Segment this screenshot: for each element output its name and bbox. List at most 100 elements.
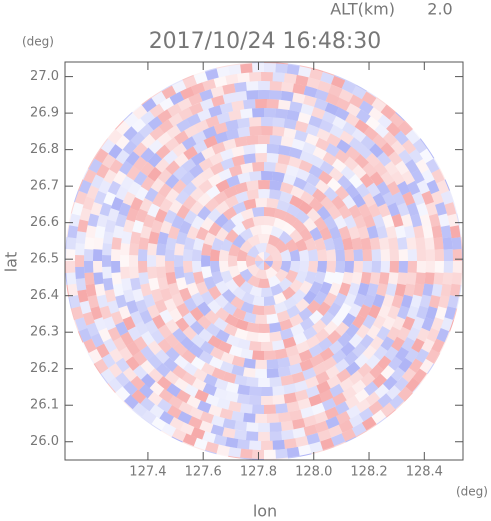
- echo-cell: [421, 169, 435, 184]
- echo-cell: [373, 161, 388, 177]
- echo-cell: [176, 302, 190, 318]
- echo-cell: [309, 441, 323, 454]
- echo-cell: [237, 117, 250, 129]
- echo-cell: [199, 411, 214, 424]
- echo-cell: [171, 436, 183, 443]
- echo-cell: [98, 327, 112, 343]
- echo-cell: [283, 296, 298, 310]
- echo-cell: [166, 124, 182, 139]
- echo-cell: [362, 293, 376, 308]
- echo-cell: [260, 395, 274, 405]
- echo-cell: [120, 266, 131, 280]
- echo-cell: [215, 227, 229, 242]
- echo-cell: [351, 128, 367, 143]
- echo-cell: [157, 398, 172, 413]
- echo-cell: [79, 300, 92, 315]
- echo-cell: [289, 229, 303, 243]
- echo-cell: [140, 283, 152, 297]
- echo-cell: [283, 438, 297, 449]
- echo-cell: [300, 406, 315, 419]
- echo-cell: [275, 62, 288, 65]
- echo-cell: [444, 202, 457, 216]
- echo-cell: [415, 158, 430, 174]
- echo-cell: [144, 187, 159, 203]
- echo-cell: [232, 201, 247, 215]
- echo-cell: [338, 89, 354, 103]
- echo-cell: [366, 225, 379, 239]
- echo-cell: [201, 362, 216, 376]
- echo-cell: [303, 424, 318, 437]
- echo-cell: [103, 191, 117, 206]
- echo-cell: [331, 195, 346, 210]
- echo-cell: [338, 204, 352, 220]
- echo-cell: [188, 416, 203, 429]
- echo-cell: [257, 332, 271, 342]
- echo-cell: [397, 120, 413, 136]
- echo-cell: [353, 249, 363, 261]
- echo-cell: [270, 261, 282, 273]
- echo-cell: [226, 334, 241, 347]
- echo-cell: [404, 283, 416, 297]
- echo-cell: [211, 141, 226, 155]
- echo-cell: [123, 219, 135, 233]
- echo-cell: [460, 272, 463, 285]
- echo-cell: [192, 130, 207, 145]
- echo-cell: [292, 92, 306, 104]
- echo-cell: [248, 395, 262, 405]
- echo-cell: [232, 286, 246, 300]
- echo-cell: [228, 446, 242, 458]
- echo-cell: [384, 346, 399, 361]
- echo-cell: [386, 326, 401, 341]
- echo-cell: [87, 158, 95, 169]
- echo-cell: [177, 97, 193, 112]
- echo-cell: [368, 107, 384, 122]
- echo-cell: [113, 337, 127, 352]
- echo-cell: [158, 183, 173, 198]
- echo-cell: [341, 80, 357, 94]
- echo-cell: [412, 368, 427, 384]
- echo-cell: [172, 179, 187, 194]
- echo-cell: [317, 249, 327, 261]
- echo-cell: [213, 434, 228, 446]
- echo-cell: [280, 374, 294, 386]
- echo-cell: [283, 127, 297, 139]
- echo-cell: [340, 165, 356, 181]
- echo-cell: [380, 365, 395, 380]
- echo-cell: [216, 66, 230, 78]
- echo-cell: [308, 197, 324, 213]
- echo-cell: [401, 139, 417, 155]
- echo-cell: [133, 365, 148, 380]
- echo-cell: [309, 353, 325, 367]
- echo-cell: [214, 378, 229, 391]
- echo-cell: [258, 135, 270, 145]
- echo-cell: [215, 280, 229, 295]
- echo-cell: [213, 387, 228, 400]
- echo-cell: [372, 293, 385, 308]
- echo-cell: [246, 90, 259, 100]
- echo-cell: [264, 304, 277, 315]
- echo-cell: [406, 272, 417, 285]
- echo-cell: [165, 271, 177, 285]
- echo-cell: [199, 420, 214, 433]
- echo-cell: [352, 193, 366, 208]
- echo-cell: [141, 409, 157, 424]
- echo-cell: [264, 63, 276, 73]
- echo-cell: [210, 85, 225, 98]
- echo-cell: [166, 383, 182, 398]
- echo-cell: [85, 283, 97, 297]
- echo-cell: [326, 261, 336, 273]
- echo-cell: [147, 166, 162, 182]
- echo-cell: [108, 129, 123, 145]
- echo-cell: [302, 141, 317, 155]
- echo-cell: [314, 98, 329, 111]
- echo-cell: [107, 129, 116, 139]
- echo-cell: [133, 336, 148, 351]
- echo-cell: [232, 273, 246, 288]
- echo-cell: [234, 420, 248, 432]
- echo-cell: [197, 400, 212, 414]
- echo-cell: [392, 316, 406, 331]
- echo-cell: [371, 409, 387, 424]
- echo-cell: [359, 173, 374, 188]
- echo-cell: [404, 392, 413, 402]
- echo-cell: [389, 261, 400, 273]
